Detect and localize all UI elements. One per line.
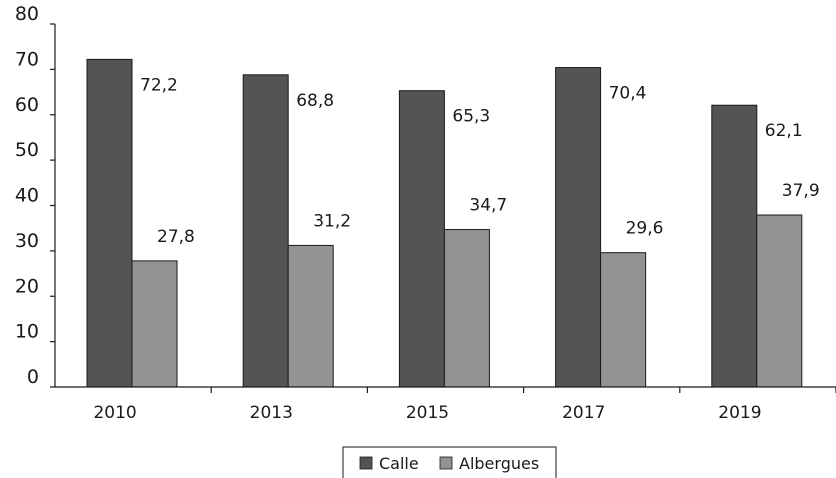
data-label-calle-2019: 62,1 — [765, 121, 803, 141]
y-tick-label: 40 — [15, 185, 39, 207]
x-category-label: 2017 — [562, 403, 605, 423]
legend-label-calle: Calle — [379, 454, 419, 473]
y-axis-ticks: 0 10 20 30 40 50 60 70 80 — [15, 3, 55, 388]
bar-albergues-2019 — [757, 215, 802, 387]
y-tick-label: 70 — [15, 48, 39, 70]
y-tick-label: 10 — [15, 321, 39, 343]
x-category-label: 2013 — [250, 403, 293, 423]
bar-albergues-2017 — [601, 253, 646, 387]
legend: Calle Albergues — [343, 447, 556, 478]
x-category-label: 2010 — [93, 403, 136, 423]
data-label-albergues-2010: 27,8 — [157, 227, 195, 247]
data-label-calle-2017: 70,4 — [609, 84, 647, 104]
data-label-calle-2013: 68,8 — [296, 91, 334, 111]
data-label-calle-2010: 72,2 — [140, 75, 178, 95]
legend-label-albergues: Albergues — [459, 454, 539, 473]
y-tick-label: 50 — [15, 139, 39, 161]
data-label-albergues-2017: 29,6 — [626, 219, 664, 239]
x-category-label: 2019 — [718, 403, 761, 423]
bar-albergues-2015 — [444, 230, 489, 387]
bar-calle-2017 — [556, 68, 601, 387]
legend-swatch-calle — [360, 457, 372, 469]
bar-albergues-2010 — [132, 261, 177, 387]
y-tick-label: 0 — [27, 366, 39, 388]
bars — [87, 59, 802, 387]
data-label-albergues-2013: 31,2 — [313, 211, 351, 231]
bar-albergues-2013 — [288, 245, 333, 387]
bar-calle-2019 — [712, 105, 757, 387]
x-axis-ticks: 2010 2013 2015 2017 2019 — [93, 387, 836, 423]
bar-calle-2015 — [399, 91, 444, 387]
legend-swatch-albergues — [440, 457, 452, 469]
y-tick-label: 30 — [15, 230, 39, 252]
y-tick-label: 20 — [15, 275, 39, 297]
x-category-label: 2015 — [406, 403, 449, 423]
data-label-albergues-2015: 34,7 — [469, 196, 507, 216]
y-tick-label: 60 — [15, 94, 39, 116]
bar-calle-2013 — [243, 75, 288, 387]
data-label-calle-2015: 65,3 — [452, 107, 490, 127]
data-label-albergues-2019: 37,9 — [782, 181, 820, 201]
y-tick-label: 80 — [15, 3, 39, 25]
bar-calle-2010 — [87, 59, 132, 387]
